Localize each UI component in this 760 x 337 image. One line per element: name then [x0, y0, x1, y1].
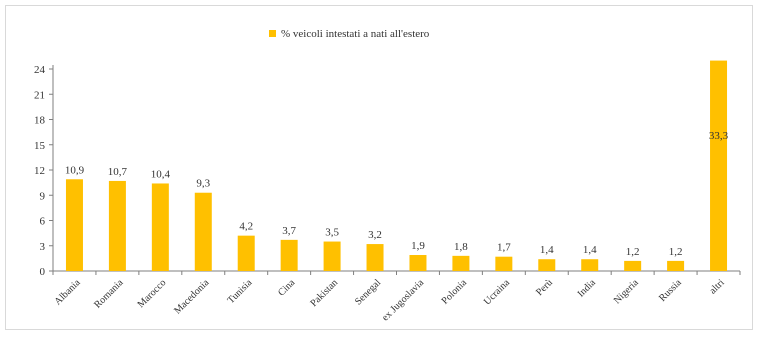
- bar: [710, 60, 728, 272]
- data-label: 1,8: [454, 241, 468, 253]
- y-tick-label: 21: [34, 89, 45, 101]
- data-label: 1,4: [540, 244, 554, 256]
- data-label: 9,3: [196, 178, 210, 190]
- y-tick-label: 15: [34, 140, 46, 152]
- bar: [581, 259, 599, 271]
- bar: [65, 179, 83, 271]
- bar: [538, 259, 556, 271]
- y-tick-label: 6: [40, 216, 46, 228]
- bars: [65, 60, 728, 272]
- category-label: India: [576, 277, 599, 300]
- y-tick-label: 9: [40, 190, 46, 202]
- bar: [151, 183, 169, 271]
- data-label: 3,5: [325, 227, 339, 239]
- y-tick-label: 24: [34, 64, 46, 76]
- category-label: altri: [707, 277, 726, 296]
- data-label: 1,4: [583, 244, 597, 256]
- category-label: Albania: [52, 277, 83, 308]
- category-label: Nigeria: [612, 277, 641, 306]
- category-label: Tunisia: [226, 277, 255, 306]
- y-tick-label: 0: [40, 266, 46, 278]
- chart-frame: [5, 5, 753, 330]
- bar: [495, 256, 513, 271]
- category-label: ex Jugoslavia: [380, 277, 426, 323]
- legend: % veicoli intestati a nati all'estero: [269, 28, 430, 40]
- data-label: 3,7: [282, 225, 296, 237]
- data-label: 33,3: [709, 130, 729, 142]
- data-label: 1,9: [411, 240, 425, 252]
- legend-label: % veicoli intestati a nati all'estero: [281, 28, 430, 40]
- data-label: 10,9: [65, 164, 85, 176]
- category-label: Ucraina: [482, 277, 513, 308]
- category-label: Polonia: [440, 277, 470, 307]
- category-label: Senegal: [353, 277, 383, 307]
- bar: [366, 244, 384, 271]
- axes: 0 3 6 9 12 15 18 21 24 Albania Romania Marocco Maced…: [34, 64, 741, 323]
- bar: [409, 255, 427, 271]
- bar: [237, 235, 255, 271]
- bar: [667, 260, 685, 271]
- y-tick-label: 12: [34, 165, 45, 177]
- y-tick-label: 18: [34, 115, 46, 127]
- category-label: Cina: [276, 277, 298, 299]
- data-labels: 10,9 10,7 10,4 9,3 4,2 3,7 3,5 3,2 1,9 1,8 1,7 1,4 1…: [65, 130, 729, 258]
- bar: [323, 241, 341, 271]
- data-label: 1,2: [626, 246, 640, 258]
- data-label: 10,4: [151, 168, 171, 180]
- data-label: 1,2: [669, 246, 683, 258]
- legend-swatch: [269, 30, 276, 37]
- data-label: 1,7: [497, 242, 511, 254]
- category-label: Pakistan: [308, 277, 340, 309]
- bar: [194, 192, 212, 271]
- data-label: 4,2: [239, 221, 253, 233]
- bar: [280, 239, 298, 271]
- y-tick-label: 3: [40, 241, 46, 253]
- category-label: Russia: [657, 277, 684, 304]
- bar: [624, 260, 642, 271]
- data-label: 3,2: [368, 229, 382, 241]
- category-label: Romania: [92, 277, 126, 311]
- category-label: Perù: [534, 277, 555, 298]
- category-label: Marocco: [136, 277, 169, 310]
- bar: [108, 180, 126, 271]
- data-label: 10,7: [108, 166, 128, 178]
- bar: [452, 255, 470, 271]
- category-label: Macedonia: [172, 277, 212, 317]
